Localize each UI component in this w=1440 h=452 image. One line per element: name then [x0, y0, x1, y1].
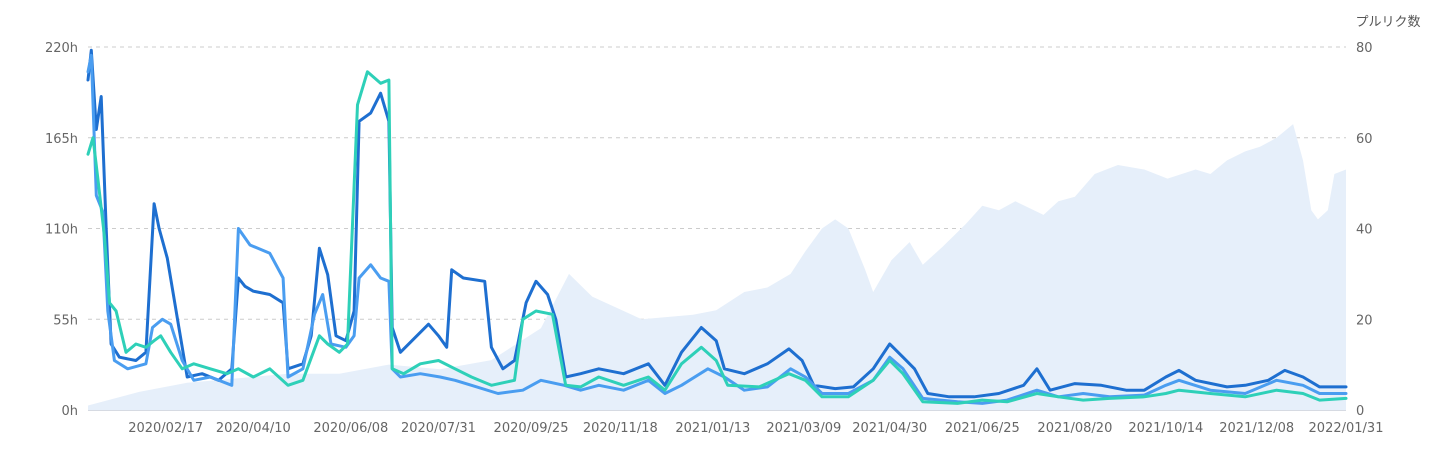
- x-tick-label: 2021/03/09: [766, 421, 841, 436]
- x-tick-label: 2020/07/31: [401, 421, 476, 436]
- y-right-tick-label: 0: [1356, 404, 1364, 419]
- area-series-fill: [88, 124, 1346, 410]
- y-left-tick-label: 110h: [45, 223, 78, 238]
- y-right-tick-label: 80: [1356, 41, 1373, 56]
- x-tick-label: 2020/09/25: [494, 421, 569, 436]
- x-tick-label: 2020/02/17: [128, 421, 203, 436]
- axes: 0h 0 55h 20 110h 40 165h 60 220h 80 2020/02/17 2020…: [45, 41, 1384, 436]
- x-tick-label: 2020/06/08: [313, 421, 388, 436]
- x-tick-label: 2021/10/14: [1128, 421, 1203, 436]
- line-series-2: [86, 53, 1348, 405]
- y-right-tick-label: 20: [1356, 313, 1373, 328]
- y-right-tick-label: 40: [1356, 223, 1373, 238]
- y-left-tick-label: 220h: [45, 41, 78, 56]
- y-left-tick-label: 0h: [61, 404, 78, 419]
- line-series-group: [86, 48, 1348, 405]
- x-tick-label: 2022/01/31: [1309, 421, 1384, 436]
- line-series-3: [86, 70, 1348, 405]
- x-tick-label: 2021/01/13: [675, 421, 750, 436]
- y-right-tick-label: 60: [1356, 132, 1373, 147]
- x-tick-label: 2021/08/20: [1037, 421, 1112, 436]
- y-left-tick-label: 55h: [53, 313, 78, 328]
- area-series: [88, 124, 1346, 410]
- y-right-axis-title: プルリク数: [1355, 15, 1420, 30]
- y-left-tick-label: 165h: [45, 132, 78, 147]
- x-tick-label: 2021/06/25: [945, 421, 1020, 436]
- x-tick-label: 2020/11/18: [583, 421, 658, 436]
- x-tick-label: 2021/04/30: [852, 421, 927, 436]
- x-tick-label: 2020/04/10: [216, 421, 291, 436]
- x-tick-label: 2021/12/08: [1219, 421, 1294, 436]
